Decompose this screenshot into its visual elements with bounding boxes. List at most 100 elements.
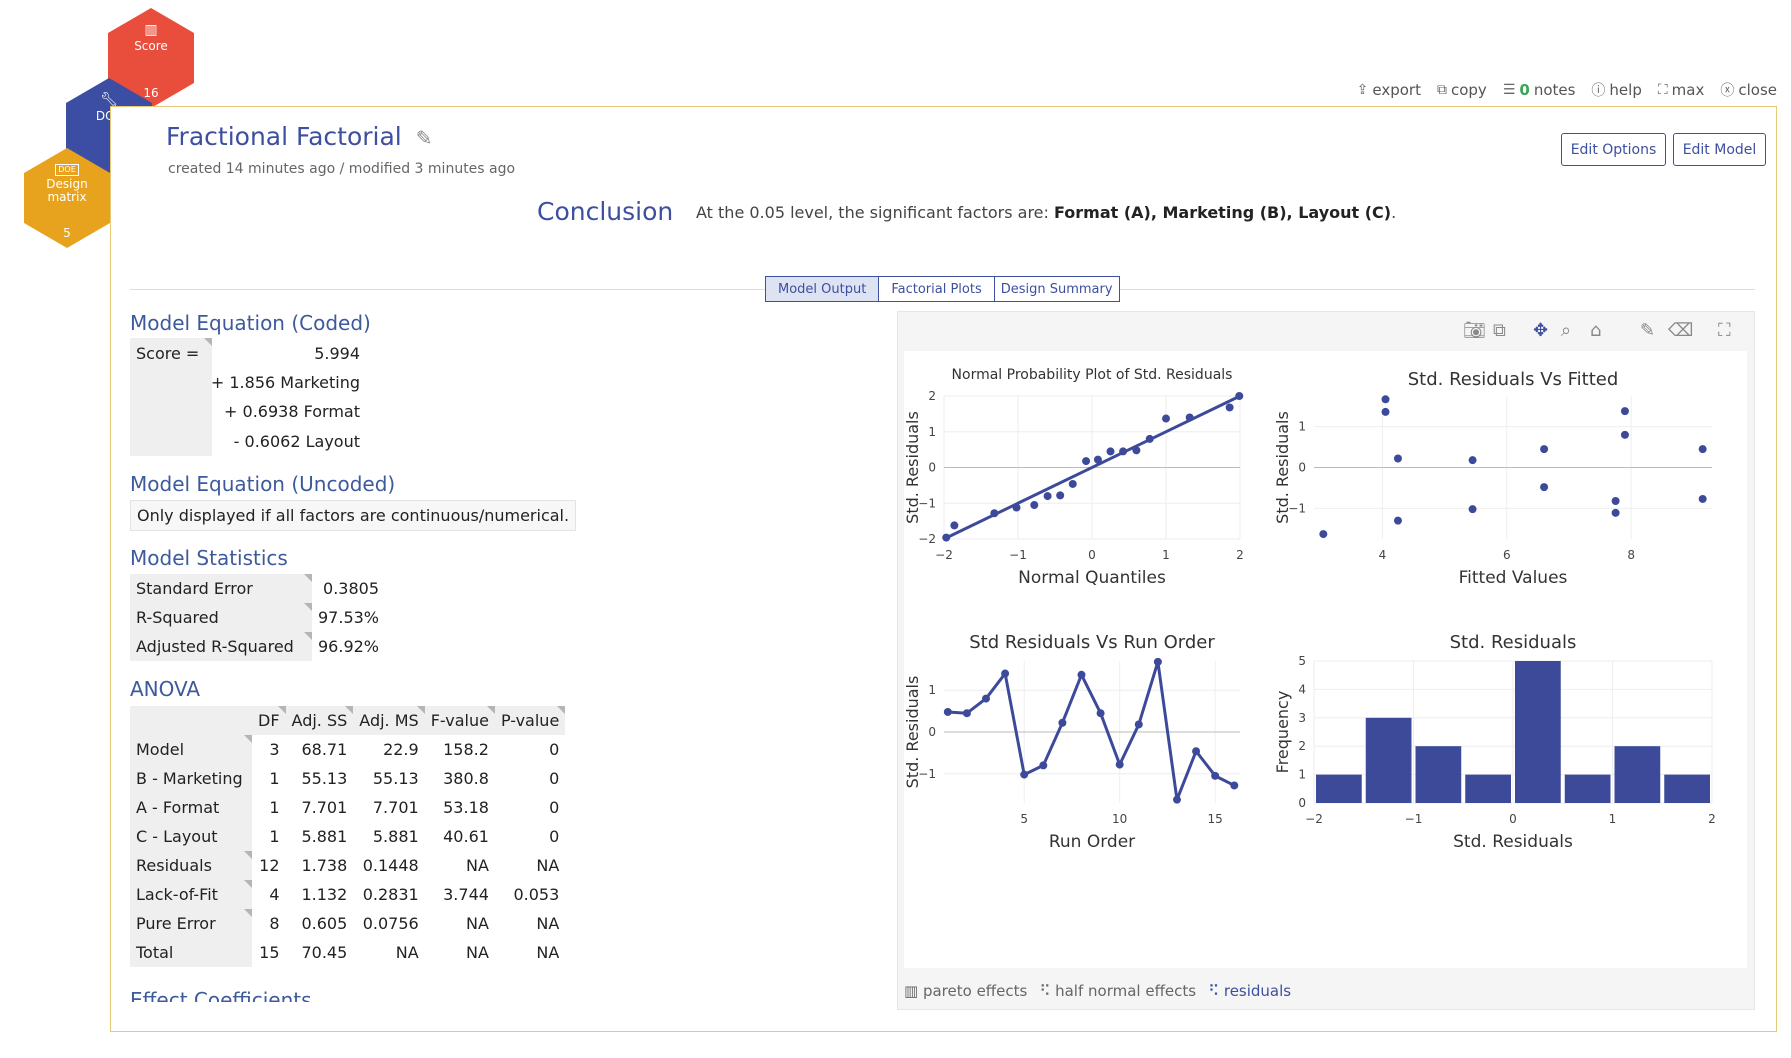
data-point xyxy=(1077,670,1086,679)
histogram-bar xyxy=(1365,717,1412,803)
y-axis-label: Std. Residuals xyxy=(1273,411,1292,524)
table-row: Lack-of-Fit 4 1.132 0.2831 3.744 0.053 xyxy=(130,880,565,909)
data-point xyxy=(1082,457,1091,466)
stat-value: 97.53% xyxy=(318,608,380,627)
y-tick-label: 0 xyxy=(1298,461,1306,475)
hex-design-label-1: Design xyxy=(46,177,88,191)
anova-cell: 5.881 xyxy=(301,827,348,846)
model-coded-heading: Model Equation (Coded) xyxy=(130,311,371,335)
histogram-bar xyxy=(1465,774,1511,803)
stat-value: 96.92% xyxy=(318,637,380,656)
anova-cell: 15 xyxy=(259,943,280,962)
data-point xyxy=(1172,795,1181,804)
export-button[interactable]: ⇪ export xyxy=(1357,80,1421,100)
pareto-effects-link[interactable]: ▥ pareto effects xyxy=(904,982,1027,1000)
chart-title: Std. Residuals xyxy=(1450,632,1577,653)
table-row: R-Squared 97.53% xyxy=(130,603,385,632)
anova-row-label: A - Format xyxy=(130,793,252,822)
tab-model-output[interactable]: Model Output xyxy=(765,276,880,302)
anova-cell: 158.2 xyxy=(443,740,489,759)
x-tick-label: 0 xyxy=(1509,812,1517,826)
y-tick-label: 1 xyxy=(1298,768,1306,782)
data-point xyxy=(1145,434,1154,443)
anova-cell: NA xyxy=(466,856,489,875)
table-header-row: DF Adj. SS Adj. MS F-value P-value xyxy=(130,706,566,735)
table-row: C - Layout 1 5.881 5.881 40.61 0 xyxy=(130,822,565,851)
model-uncoded-note: Only displayed if all factors are contin… xyxy=(130,500,577,531)
data-point xyxy=(1393,454,1402,463)
model-uncoded-heading: Model Equation (Uncoded) xyxy=(130,472,396,496)
x-tick-label: −2 xyxy=(1305,812,1323,826)
data-point xyxy=(1001,669,1010,678)
pan-icon[interactable]: ✥ xyxy=(1533,320,1549,341)
hex-design-matrix[interactable]: DOE Design matrix 5 xyxy=(24,148,110,248)
equation-term: + 1.856 Marketing xyxy=(210,373,360,392)
notes-label: notes xyxy=(1533,81,1576,99)
copy-button[interactable]: ⧉ copy xyxy=(1437,80,1487,100)
data-point xyxy=(1134,720,1143,729)
help-button[interactable]: ⓘ help xyxy=(1591,80,1641,100)
equation-lhs-cell xyxy=(130,338,212,456)
anova-cell: 55.13 xyxy=(301,769,348,788)
data-point xyxy=(1540,483,1549,492)
page-subtitle: created 14 minutes ago / modified 3 minu… xyxy=(168,161,516,177)
table-row: Model 3 68.71 22.9 158.2 0 xyxy=(130,735,565,764)
data-point xyxy=(1056,491,1065,500)
x-axis-label: Normal Quantiles xyxy=(1018,568,1166,588)
data-point xyxy=(962,709,971,718)
data-point xyxy=(1162,414,1170,423)
data-point xyxy=(1211,771,1220,780)
x-tick-label: −2 xyxy=(935,548,953,562)
anova-cell: 68.71 xyxy=(301,740,348,759)
help-icon: ⓘ xyxy=(1591,83,1606,99)
histogram-bar xyxy=(1564,774,1611,803)
chart-title: Std. Residuals Vs Fitted xyxy=(1408,369,1619,390)
tab-factorial-plots[interactable]: Factorial Plots xyxy=(878,276,995,302)
data-point xyxy=(942,533,951,542)
histogram-bar xyxy=(1515,661,1561,803)
close-button[interactable]: ⓧ close xyxy=(1720,80,1777,100)
equation-term: + 0.6938 Format xyxy=(224,402,360,421)
edit-options-button[interactable]: Edit Options xyxy=(1561,133,1666,166)
notes-button[interactable]: ☰ 0 notes xyxy=(1503,80,1576,100)
help-label: help xyxy=(1609,81,1642,99)
x-tick-label: 15 xyxy=(1208,812,1223,826)
stat-value: 0.3805 xyxy=(323,579,380,598)
pencil-icon[interactable]: ✎ xyxy=(415,126,433,150)
data-point xyxy=(1058,718,1067,727)
table-row: Standard Error 0.3805 xyxy=(130,574,385,603)
edit-model-button[interactable]: Edit Model xyxy=(1673,133,1766,166)
max-button[interactable]: ⛶ max xyxy=(1658,80,1705,100)
residual-plots: −2 −1 0 1 2 −2 −1 0 1 2 Normal Probability Plot of… xyxy=(904,367,1716,852)
camera-icon[interactable]: 📷︎ xyxy=(1463,320,1486,341)
y-tick-label: 2 xyxy=(928,389,936,403)
conclusion-prefix: At the 0.05 level, the significant facto… xyxy=(696,203,1054,222)
close-icon: ⓧ xyxy=(1720,83,1735,99)
table-row: Adjusted R-Squared 96.92% xyxy=(130,632,385,661)
fullscreen-icon[interactable]: ⛶ xyxy=(1718,320,1731,341)
draw-icon[interactable]: ✎ xyxy=(1640,320,1656,341)
y-tick-label: 0 xyxy=(928,461,936,475)
y-tick-label: 1 xyxy=(1298,420,1306,434)
residuals-link[interactable]: ⠫ residuals xyxy=(1208,982,1291,1000)
anova-cell: 8 xyxy=(269,914,280,933)
anova-cell: NA xyxy=(466,943,489,962)
x-tick-label: −1 xyxy=(1405,812,1423,826)
copy-plot-icon[interactable]: ⧉ xyxy=(1493,320,1506,341)
anova-col-df: DF xyxy=(252,706,286,735)
eraser-icon[interactable]: ⌫ xyxy=(1668,320,1694,341)
home-icon[interactable]: ⌂ xyxy=(1590,320,1602,341)
zoom-icon[interactable]: ⌕ xyxy=(1561,320,1572,341)
data-point xyxy=(943,707,952,716)
table-row: Total 15 70.45 NA NA NA xyxy=(130,938,565,967)
anova-cell: 4 xyxy=(269,885,280,904)
close-label: close xyxy=(1738,81,1777,99)
tab-design-summary[interactable]: Design Summary xyxy=(993,276,1120,302)
stat-label: Adjusted R-Squared xyxy=(130,632,312,661)
anova-cell: 7.701 xyxy=(372,798,419,817)
anova-col-adj-ss: Adj. SS xyxy=(285,706,354,735)
data-point xyxy=(1393,516,1402,525)
half-normal-effects-link[interactable]: ⠫ half normal effects xyxy=(1039,982,1196,1000)
anova-cell: NA xyxy=(536,856,560,875)
stat-label: Standard Error xyxy=(130,574,312,603)
